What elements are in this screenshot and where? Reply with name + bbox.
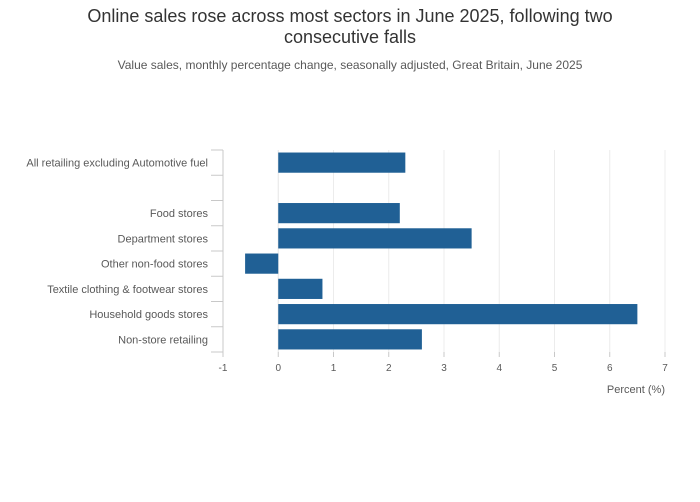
bar bbox=[278, 278, 323, 299]
bars bbox=[245, 152, 638, 350]
x-tick-label: 2 bbox=[386, 363, 392, 374]
x-axis-title: Percent (%) bbox=[607, 384, 665, 396]
y-category-label: All retailing excluding Automotive fuel bbox=[26, 158, 208, 170]
bar bbox=[278, 228, 472, 249]
y-category-label: Non-store retailing bbox=[118, 334, 208, 346]
y-axis: All retailing excluding Automotive fuel F… bbox=[26, 149, 224, 353]
chart-title-line-1: Online sales rose across most sectors in… bbox=[87, 6, 613, 26]
y-category-label: Textile clothing & footwear stores bbox=[47, 284, 208, 296]
bar bbox=[278, 152, 406, 173]
x-tick-label: 0 bbox=[275, 363, 281, 374]
y-category-label: Food stores bbox=[150, 208, 209, 220]
bar bbox=[278, 203, 400, 224]
x-tick-label: 6 bbox=[607, 363, 613, 374]
x-tick-label: -1 bbox=[219, 363, 228, 374]
x-tick-label: 3 bbox=[441, 363, 447, 374]
y-category-label: Household goods stores bbox=[89, 309, 208, 321]
x-tick-label: 7 bbox=[662, 363, 668, 374]
y-category-label: Department stores bbox=[118, 233, 209, 245]
bar bbox=[245, 253, 279, 274]
x-axis: -1 0 1 2 3 4 5 6 7 bbox=[219, 352, 668, 374]
x-tick-label: 5 bbox=[552, 363, 558, 374]
chart-title-line-2: consecutive falls bbox=[283, 27, 417, 47]
x-tick-label: 1 bbox=[331, 363, 337, 374]
chart-subtitle: Value sales, monthly percentage change, … bbox=[117, 58, 583, 72]
bar bbox=[278, 329, 422, 350]
bar bbox=[278, 304, 638, 325]
x-tick-label: 4 bbox=[496, 363, 502, 374]
chart-title: Online sales rose across most sectors in… bbox=[0, 6, 700, 48]
y-category-label: Other non-food stores bbox=[101, 259, 209, 271]
